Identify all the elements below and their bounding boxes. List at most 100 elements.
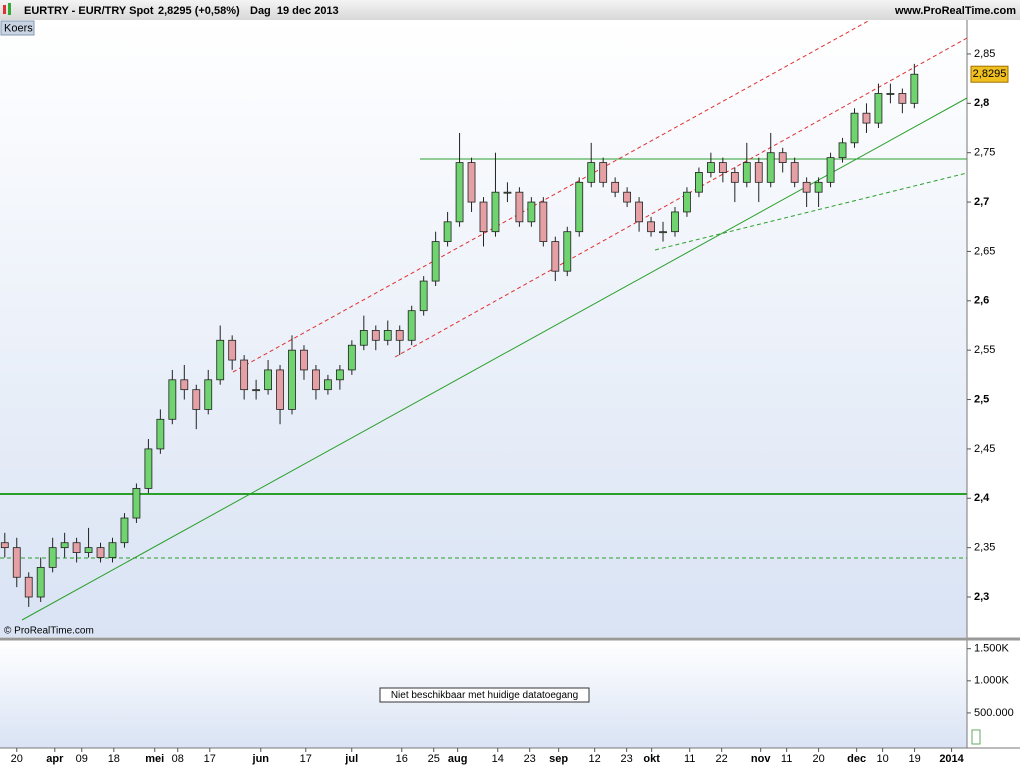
candle-body — [312, 369, 320, 391]
candle-body — [898, 93, 907, 104]
candle-body — [156, 418, 165, 450]
x-tick-label: 20 — [11, 753, 23, 765]
y-tick-label: 2,7 — [974, 196, 989, 208]
candle-body — [228, 339, 237, 361]
candle-body — [395, 330, 404, 341]
candle-body — [371, 330, 380, 341]
x-tick-label: 2014 — [939, 753, 964, 765]
candle-body — [216, 339, 225, 381]
x-tick-label: dec — [847, 753, 866, 765]
x-tick-label: jun — [252, 753, 270, 765]
candle-body — [814, 181, 823, 193]
y-tick-label: 2,5 — [974, 393, 989, 405]
x-tick-label: 09 — [76, 753, 88, 765]
candle-body — [706, 162, 715, 173]
marks: 2,3 2,35 2,4 2,45 2,5 2,55 2,6 2,65 2,7 2,75 2,8 2,… — [0, 48, 1014, 765]
plot-area — [0, 20, 967, 637]
candle-body — [551, 241, 560, 272]
candle-body — [850, 112, 859, 144]
candle-body — [120, 517, 129, 544]
candle-body — [252, 389, 261, 392]
candle-body — [575, 181, 584, 233]
candle-body — [383, 330, 392, 341]
candle-body — [695, 172, 703, 193]
candle-body — [96, 547, 105, 558]
x-tick-label: nov — [751, 753, 771, 765]
candle-body — [742, 162, 751, 183]
quote: 2,8295 (+0,58%) — [158, 5, 240, 17]
candle-body — [635, 201, 643, 223]
drawn-lines — [0, 19, 968, 621]
volume-tick-label: 1.000K — [974, 675, 1010, 687]
candle-body — [886, 93, 895, 95]
candle-body — [132, 488, 141, 519]
y-tick-label: 2,6 — [974, 295, 989, 307]
candle-body — [671, 211, 679, 233]
candle-body — [790, 162, 799, 183]
y-tick-label: 2,8 — [974, 97, 989, 109]
candle-body — [587, 162, 596, 183]
y-tick-label: 2,75 — [974, 147, 995, 159]
candle-body — [168, 379, 177, 420]
candle-body — [611, 181, 620, 193]
x-tick-label: apr — [46, 753, 64, 765]
x-tick-label: 11 — [781, 753, 792, 765]
x-tick-label: 14 — [492, 753, 504, 765]
copyright: © ProRealTime.com — [4, 626, 94, 637]
y-tick-label: 2,35 — [974, 542, 995, 554]
candle-body — [264, 369, 272, 391]
candle-body — [335, 369, 344, 381]
candle-body — [407, 310, 416, 341]
candle-body — [730, 172, 739, 183]
candle-body — [84, 547, 93, 553]
y-tick-label: 2,85 — [974, 48, 995, 60]
candle-body — [659, 231, 667, 234]
candle-body — [347, 344, 356, 371]
candle-body — [623, 191, 632, 203]
x-tick-label: 12 — [589, 753, 601, 765]
x-tick-label: okt — [643, 753, 660, 765]
candle-body — [108, 542, 117, 558]
candle-body — [180, 379, 189, 391]
candle-body — [24, 576, 33, 598]
trend-line-dashed — [654, 172, 968, 251]
x-tick-label: 18 — [108, 753, 120, 765]
panel-label-box — [0, 20, 35, 36]
scroll-button[interactable] — [971, 729, 981, 745]
candle-body — [515, 191, 524, 223]
app-icon — [3, 3, 11, 15]
last-price-tag — [970, 65, 1009, 83]
candle-body — [467, 162, 476, 203]
candle-body — [36, 566, 45, 598]
candle-body — [826, 157, 835, 183]
candle-body — [539, 201, 548, 242]
panel-label: Koers — [4, 22, 33, 34]
candle-body — [910, 73, 919, 104]
x-tick-label: jul — [344, 753, 358, 765]
candle-body — [802, 181, 811, 193]
candle-body — [276, 369, 284, 410]
x-tick-label: sep — [549, 753, 568, 765]
y-tick-label: 2,55 — [974, 344, 995, 356]
header-bar — [0, 0, 1020, 20]
candle-body — [72, 542, 81, 553]
x-tick-label: 17 — [204, 753, 216, 765]
candle-body — [204, 379, 213, 410]
candle-body — [431, 241, 440, 282]
volume-tick-label: 1.500K — [974, 643, 1010, 655]
x-tick-label: 08 — [172, 753, 184, 765]
candle-body — [647, 221, 655, 233]
x-tick-label: 25 — [428, 753, 440, 765]
candle-body — [599, 162, 608, 183]
candle-body — [527, 201, 536, 223]
candle-body — [455, 162, 464, 223]
x-tick-label: 10 — [877, 753, 889, 765]
site[interactable]: www.ProRealTime.com — [894, 5, 1016, 17]
message-box — [379, 687, 590, 703]
candle-body — [874, 93, 883, 124]
y-tick-label: 2,45 — [974, 443, 995, 455]
x-tick-label: 17 — [300, 753, 312, 765]
candle-body — [419, 280, 428, 312]
